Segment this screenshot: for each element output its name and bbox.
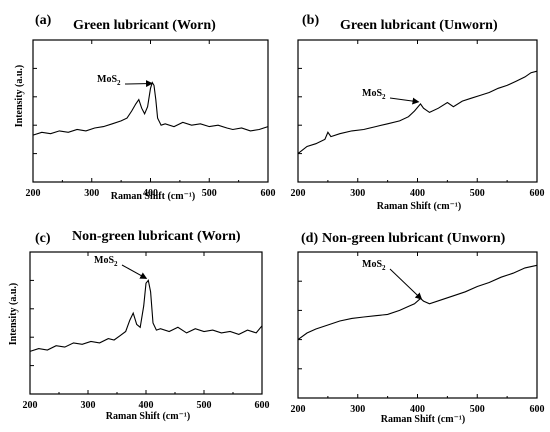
plot-c-x-tick-label: 200 <box>23 400 38 411</box>
plot-c-annotation-subscript: 2 <box>114 260 118 268</box>
plot-b-x-tick-label: 400 <box>410 188 425 199</box>
plot-b-annotation-subscript: 2 <box>382 93 386 101</box>
plot-a-annotation-label: MoS2 <box>97 74 121 87</box>
plot-b-series-line <box>297 70 538 155</box>
panel-d-letter: (d) <box>301 231 318 246</box>
plot-d-series-line <box>297 264 538 341</box>
panel-b-letter: (b) <box>302 13 319 28</box>
panel-a-letter: (a) <box>35 13 52 28</box>
plot-b-x-axis-label: Raman Shift (cm⁻¹) <box>377 201 461 212</box>
panel-a: (a) Green lubricant (Worn) Intensity (a.… <box>14 13 216 127</box>
panel-c-title: Non-green lubricant (Worn) <box>72 229 241 244</box>
plot-d-x-tick-label: 300 <box>350 404 365 415</box>
plot-a-series-line <box>32 81 269 136</box>
panel-c: (c) Non-green lubricant (Worn) Intensity… <box>8 229 241 345</box>
plot-b-annotation-label: MoS2 <box>362 88 386 101</box>
plot-a: 200 300 400 500 600 Raman Shift (cm⁻¹) MoS2 <box>26 39 276 202</box>
plot-c-frame <box>29 251 263 395</box>
plot-d-x-tick-label: 600 <box>530 404 545 415</box>
plot-d: 200 300 400 500 600 Raman Shift (cm⁻¹) MoS2 <box>291 251 545 425</box>
plot-b: 200 300 400 500 600 Raman Shift (cm⁻¹) MoS2 <box>291 39 545 212</box>
plot-a-x-tick-label: 200 <box>26 188 41 199</box>
plot-c-series-line <box>29 279 263 352</box>
plot-d-frame <box>297 251 538 399</box>
plot-a-frame <box>32 39 269 183</box>
plot-b-x-tick-label: 500 <box>470 188 485 199</box>
plot-c-x-tick-label: 400 <box>139 400 154 411</box>
plot-a-annotation-subscript: 2 <box>117 79 121 87</box>
panel-a-y-axis-label: Intensity (a.u.) <box>14 65 25 128</box>
plot-c: 200 300 400 500 600 Raman Shift (cm⁻¹) MoS2 <box>23 251 270 422</box>
plot-c-x-tick-label: 600 <box>255 400 270 411</box>
plot-b-x-tick-label: 200 <box>291 188 306 199</box>
plot-d-annotation-arrow <box>389 268 423 300</box>
plot-d-annotation-label: MoS2 <box>362 259 386 272</box>
plot-a-x-tick-label: 400 <box>143 188 158 199</box>
plot-b-annotation-arrow <box>389 97 420 105</box>
plot-b-x-tick-label: 600 <box>530 188 545 199</box>
plot-d-x-tick-label: 200 <box>291 404 306 415</box>
plot-a-annotation-arrow <box>124 80 154 88</box>
panel-b: (b) Green lubricant (Unworn) <box>302 13 498 33</box>
plot-a-x-tick-label: 600 <box>261 188 276 199</box>
plot-c-x-tick-label: 500 <box>197 400 212 411</box>
plot-c-annotation-arrow <box>121 264 148 279</box>
plot-a-x-tick-label: 500 <box>202 188 217 199</box>
plot-c-x-tick-label: 300 <box>81 400 96 411</box>
plot-a-x-axis-label: Raman Shift (cm⁻¹) <box>111 191 195 202</box>
panel-b-title: Green lubricant (Unworn) <box>340 18 498 33</box>
plot-c-x-axis-label: Raman Shift (cm⁻¹) <box>106 411 190 422</box>
plot-d-annotation-subscript: 2 <box>382 264 386 272</box>
panel-c-y-axis-label: Intensity (a.u.) <box>8 283 19 346</box>
plot-d-x-tick-label: 400 <box>410 404 425 415</box>
panel-c-letter: (c) <box>35 231 51 246</box>
plot-b-x-tick-label: 300 <box>350 188 365 199</box>
plot-d-x-tick-label: 500 <box>470 404 485 415</box>
plot-a-x-tick-label: 300 <box>84 188 99 199</box>
panel-d: (d) Non-green lubricant (Unworn) <box>301 231 506 246</box>
panel-a-title: Green lubricant (Worn) <box>73 18 216 33</box>
panel-d-title: Non-green lubricant (Unworn) <box>322 231 506 246</box>
plot-b-frame <box>297 39 538 183</box>
plot-d-x-axis-label: Raman Shift (cm⁻¹) <box>381 414 465 425</box>
plot-c-annotation-label: MoS2 <box>94 255 118 268</box>
